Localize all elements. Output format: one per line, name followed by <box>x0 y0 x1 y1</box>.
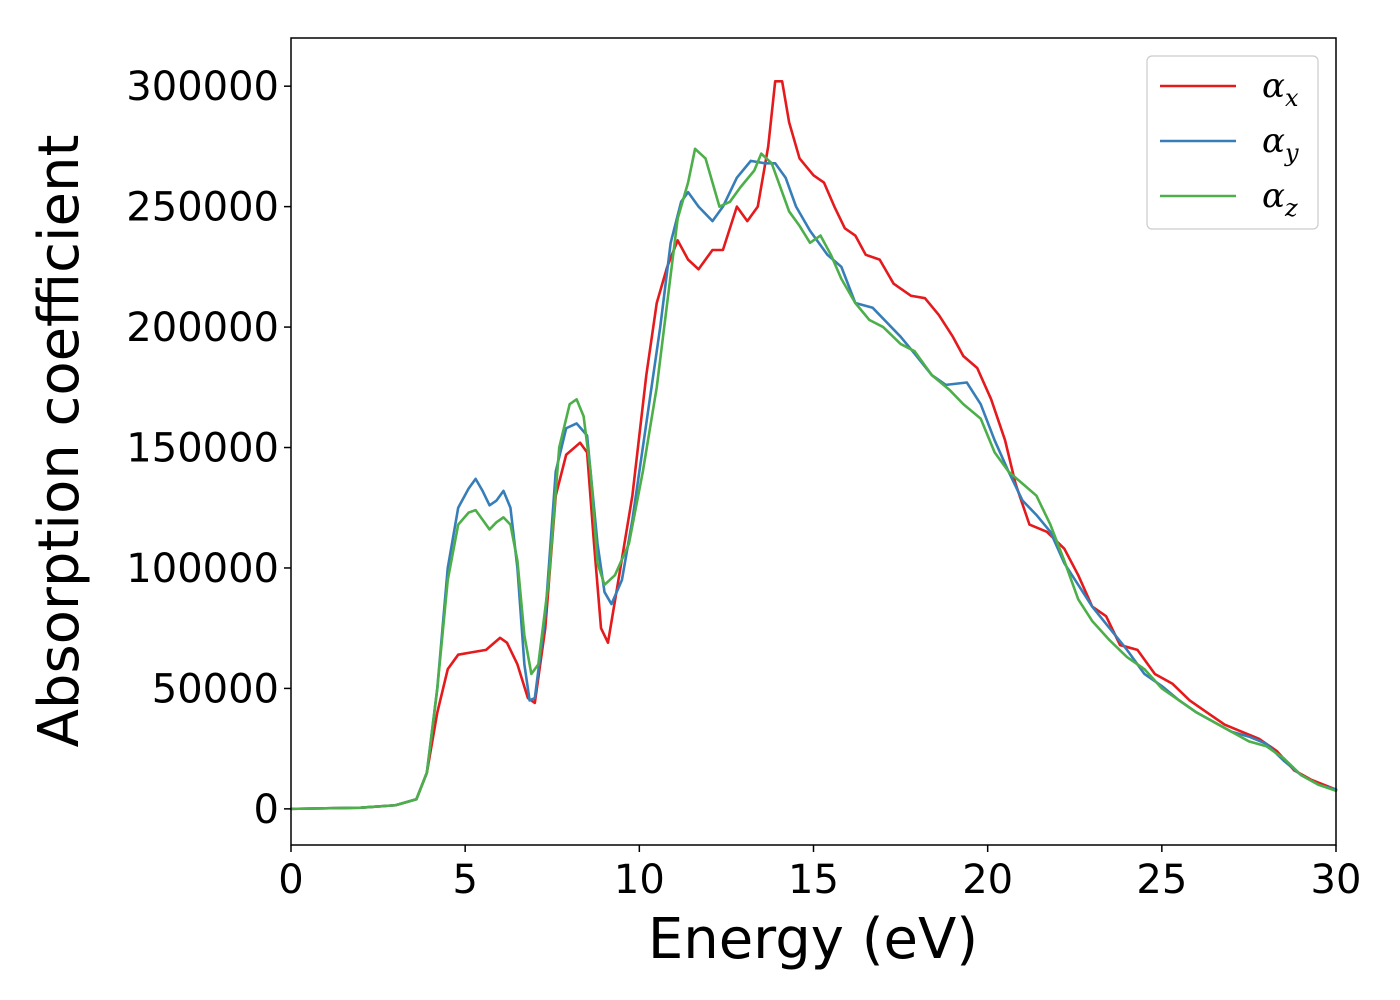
x-tick-label: 10 <box>614 857 665 903</box>
y-tick-label: 150000 <box>126 426 279 472</box>
y-tick-label: 250000 <box>126 185 279 231</box>
y-tick-label: 200000 <box>126 305 279 351</box>
x-tick-label: 25 <box>1136 857 1187 903</box>
y-axis: 0 50000 100000 150000 200000 250000 300000 <box>126 64 291 833</box>
y-tick-label: 50000 <box>152 666 279 712</box>
y-axis-label: Absorption coefficient <box>27 135 92 748</box>
x-axis: 0 5 10 15 20 25 30 <box>278 845 1361 903</box>
x-axis-label: Energy (eV) <box>648 907 978 972</box>
series-layer <box>289 80 1338 811</box>
legend-box <box>1146 55 1319 230</box>
y-tick-label: 100000 <box>126 546 279 592</box>
x-tick-label: 15 <box>788 857 839 903</box>
y-tick-label: 300000 <box>126 64 279 110</box>
series-line-z <box>289 147 1338 811</box>
series-line-y <box>289 159 1338 811</box>
x-tick-label: 0 <box>278 857 303 903</box>
x-tick-label: 20 <box>962 857 1013 903</box>
series-line-x <box>289 80 1338 811</box>
x-tick-label: 5 <box>452 857 477 903</box>
x-tick-label: 30 <box>1311 857 1362 903</box>
y-tick-label: 0 <box>254 787 279 833</box>
